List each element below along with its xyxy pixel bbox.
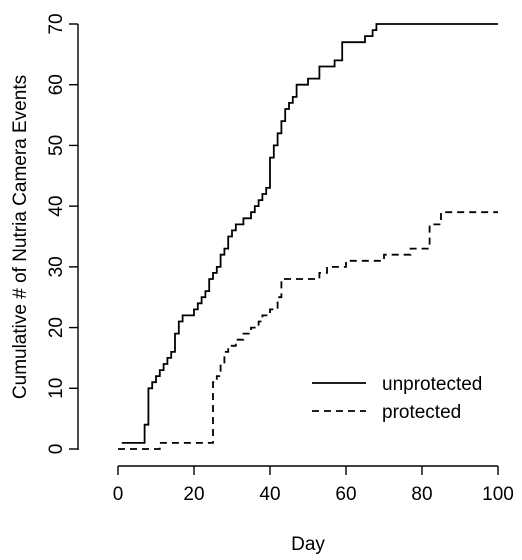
series-line-unprotected [121,23,498,444]
y-tick-label: 20 [46,317,67,338]
x-tick-label: 80 [411,484,432,505]
y-tick-label: 40 [46,196,67,217]
y-tick-label: 0 [46,444,67,455]
x-tick-label: 0 [113,484,124,505]
legend: unprotected protected [312,374,482,423]
legend-label-protected: protected [382,402,461,423]
legend-label-unprotected: unprotected [382,374,482,395]
x-tick-label: 20 [183,484,204,505]
x-tick-label: 100 [482,484,514,505]
series-layer [118,23,498,450]
y-tick-label: 70 [46,13,67,34]
plot-area [77,24,498,467]
y-tick-label: 30 [46,256,67,277]
x-tick-label: 60 [335,484,356,505]
y-tick-label: 10 [46,378,67,399]
x-tick-label: 40 [259,484,280,505]
x-axis-ticks: 0 20 40 60 80 100 [113,466,514,505]
x-axis-title: Day [291,534,325,555]
y-tick-label: 60 [46,74,67,95]
series-line-protected [118,211,498,450]
y-axis-ticks: 0 10 20 30 40 50 60 70 [46,13,78,454]
y-axis-title: Cumulative # of Nutria Camera Events [10,75,31,399]
y-tick-label: 50 [46,135,67,156]
